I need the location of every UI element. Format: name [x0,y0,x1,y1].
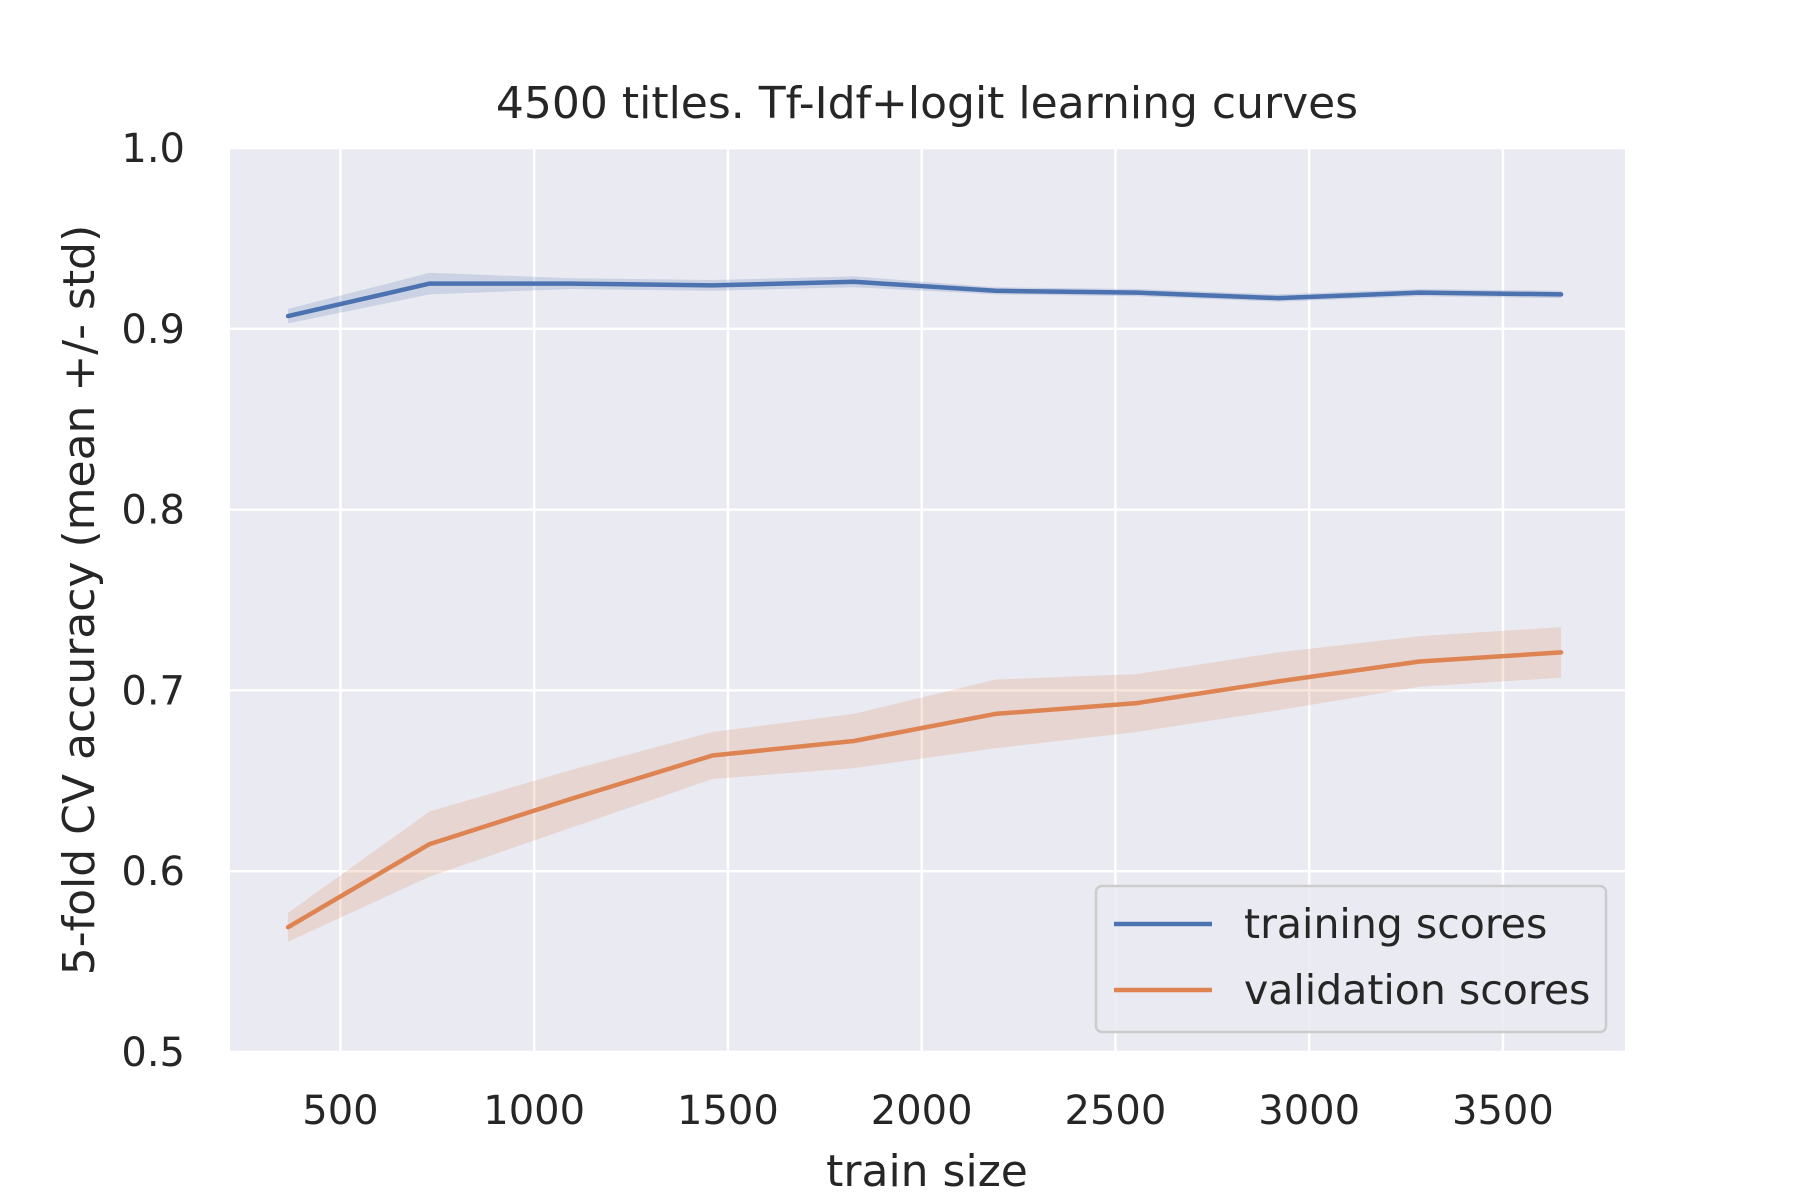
x-tick-label: 1500 [677,1088,779,1134]
y-tick-label: 0.6 [121,849,185,895]
series-line-validation [285,650,1564,930]
legend-label-validation: validation scores [1244,966,1590,1014]
y-tick-label: 0.5 [121,1030,185,1076]
x-tick-label: 2000 [871,1088,973,1134]
std-band-validation [288,627,1562,942]
y-tick-label: 1.0 [121,126,185,172]
x-tick-label: 3500 [1452,1088,1554,1134]
legend-label-training: training scores [1244,900,1547,948]
y-tick-label: 0.9 [121,307,185,353]
series-line-training [285,279,1564,319]
x-axis-label: train size [826,1146,1028,1197]
x-tick-label: 500 [302,1088,378,1134]
y-axis-label: 5-fold CV accuracy (mean +/- std) [54,225,105,976]
legend: training scores validation scores [1094,884,1608,1034]
chart-title: 4500 titles. Tf-Idf+logit learning curve… [496,78,1358,129]
x-tick-label: 1000 [483,1088,585,1134]
tick-labels: 500 1000 1500 2000 2500 3000 3500 0.5 0.6 0.7 0.8 0… [121,126,1553,1134]
legend-box [1094,884,1608,1034]
series-lines [285,279,1564,930]
x-tick-label: 3000 [1258,1088,1360,1134]
x-tick-label: 2500 [1065,1088,1167,1134]
y-tick-label: 0.8 [121,488,185,534]
y-tick-label: 0.7 [121,668,185,714]
